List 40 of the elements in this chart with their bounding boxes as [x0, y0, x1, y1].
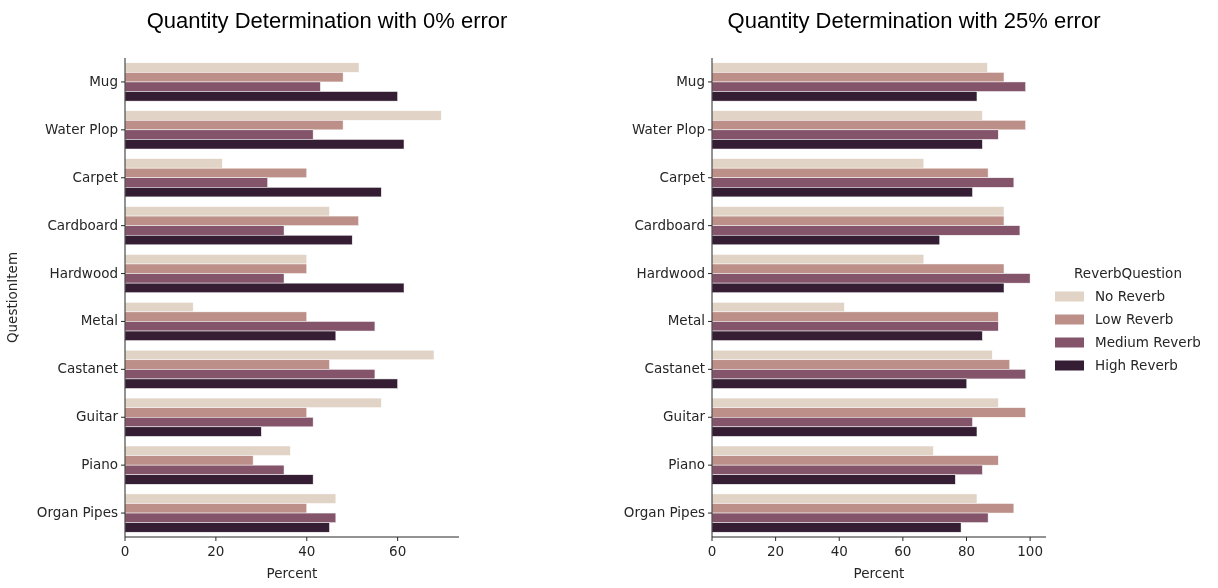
y-tick-label: Piano	[81, 456, 118, 473]
y-tick-label: Piano	[668, 456, 705, 473]
y-tick-label: Metal	[80, 312, 118, 329]
y-tick-label: Castanet	[644, 360, 705, 377]
y-tick-label: Castanet	[57, 360, 118, 377]
y-tick-label: Guitar	[76, 408, 119, 425]
y-tick-label: Mug	[676, 72, 705, 89]
x-tick-label: 0	[707, 543, 717, 559]
legend-label: Medium Reverb	[1095, 333, 1201, 350]
y-tick-label: Hardwood	[49, 264, 118, 281]
x-tick-label: 60	[389, 543, 407, 559]
y-tick-label: Water Plop	[632, 120, 705, 137]
x-tick-label: 60	[894, 543, 912, 559]
y-tick-label: Metal	[667, 312, 705, 329]
x-axis-title: Percent	[266, 565, 318, 581]
y-tick-label: Mug	[89, 72, 118, 89]
x-tick-label: 40	[830, 543, 848, 559]
legend-label: Low Reverb	[1095, 310, 1174, 327]
y-tick-label: Guitar	[663, 408, 706, 425]
legend-label: High Reverb	[1095, 356, 1178, 373]
y-tick-label: Hardwood	[636, 264, 705, 281]
y-tick-label: Carpet	[72, 168, 118, 185]
y-tick-label: Organ Pipes	[623, 504, 705, 521]
x-tick-label: 40	[298, 543, 316, 559]
y-tick-label: Carpet	[659, 168, 705, 185]
x-tick-label: 80	[957, 543, 976, 559]
chart-title: Quantity Determination with 25% error	[727, 8, 1101, 33]
y-tick-label: Water Plop	[45, 120, 118, 137]
x-tick-label: 0	[120, 543, 130, 559]
legend-title: ReverbQuestion	[1074, 264, 1182, 281]
y-tick-label: Cardboard	[47, 216, 118, 233]
x-tick-label: 20	[767, 543, 785, 559]
y-tick-label: Organ Pipes	[36, 504, 118, 521]
legend-label: No Reverb	[1095, 287, 1166, 304]
y-axis-title: QuestionItem	[4, 251, 20, 344]
y-tick-label: Cardboard	[634, 216, 705, 233]
x-tick-label: 100	[1017, 543, 1043, 559]
x-axis-title: Percent	[853, 565, 905, 581]
x-tick-label: 20	[207, 543, 225, 559]
chart-title: Quantity Determination with 0% error	[146, 8, 508, 33]
